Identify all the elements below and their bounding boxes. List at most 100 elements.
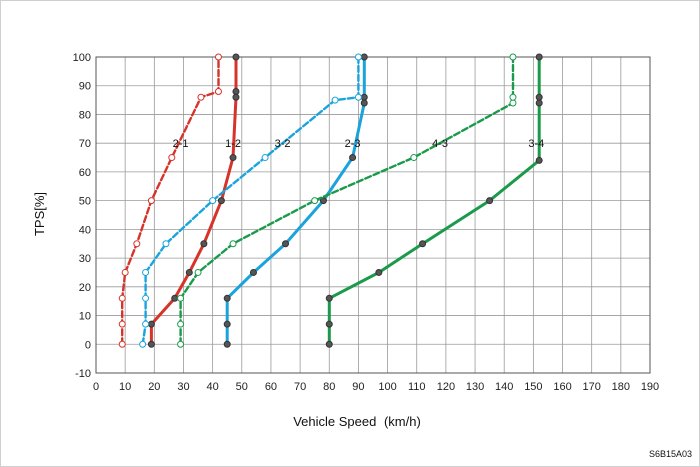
data-point [311,197,319,205]
data-point [249,268,257,276]
data-point [147,320,155,328]
y-tick-label: 100 [73,52,91,64]
data-point [535,99,543,107]
data-point [360,93,368,101]
data-point [509,53,517,61]
series-line [141,55,360,346]
data-point [118,320,126,328]
y-tick-label: 20 [79,282,91,294]
data-point [375,268,383,276]
y-tick-label: -10 [75,368,91,380]
data-point [121,268,129,276]
data-point [535,93,543,101]
data-point [229,154,237,162]
y-tick-label: 90 [79,81,91,93]
series-2-1-downshift [118,53,222,348]
series-label: 1-2 [225,138,241,150]
y-tick-label: 0 [85,339,91,351]
plot-border [95,56,651,374]
x-tick-label: 60 [265,381,277,393]
tick-labels: 0 10 20 30 40 50 60 70 80 90 100 110 120 130 140 150 160… [73,52,660,393]
series-1-2-upshift [147,53,240,348]
x-tick-label: 80 [323,381,335,393]
x-tick-label: 70 [294,381,306,393]
y-axis-title: TPS[%] [32,192,47,236]
data-point [354,93,362,101]
data-point [319,197,327,205]
data-point [229,240,237,248]
data-point [177,294,185,302]
y-tick-label: 10 [79,311,91,323]
x-tick-label: 180 [612,381,630,393]
x-tick-label: 160 [553,381,571,393]
series-label: 4-3 [432,138,448,150]
data-point [535,156,543,164]
y-tick-label: 50 [79,196,91,208]
series-4-3-downshift [177,53,517,348]
data-point [214,87,222,95]
data-point [232,53,240,61]
data-point [217,197,225,205]
data-point [232,87,240,95]
data-point [214,53,222,61]
data-point [142,294,150,302]
data-point [360,99,368,107]
data-point [419,240,427,248]
y-tick-label: 70 [79,138,91,150]
y-tick-label: 30 [79,253,91,265]
data-point [354,53,362,61]
data-point [133,240,141,248]
data-point [171,294,179,302]
series-label: 3-2 [275,138,291,150]
data-point [486,197,494,205]
data-point [410,154,418,162]
series-labels: 2-1 1-2 3-2 2-3 4-3 3-4 [173,138,545,150]
x-tick-label: 140 [495,381,513,393]
data-point [209,197,217,205]
data-point [325,340,333,348]
x-tick-label: 150 [524,381,542,393]
series-label: 2-1 [173,138,189,150]
data-point [325,294,333,302]
data-point [162,240,170,248]
data-point [185,268,193,276]
x-tick-label: 90 [352,381,364,393]
data-point [223,340,231,348]
data-point [535,53,543,61]
data-point [147,340,155,348]
data-point [261,154,269,162]
data-point [360,53,368,61]
y-tick-label: 60 [79,167,91,179]
series-line [120,55,220,346]
data-point [139,340,147,348]
x-axis-title: Vehicle Speed (km/h) [293,414,421,429]
data-point [168,154,176,162]
data-point [118,340,126,348]
x-tick-label: 50 [236,381,248,393]
data-point [194,268,202,276]
x-tick-label: 130 [466,381,484,393]
series-3-2-downshift [139,53,362,348]
data-point [325,320,333,328]
y-tick-label: 80 [79,109,91,121]
data-point [223,294,231,302]
series-layer [118,53,543,348]
data-point [282,240,290,248]
x-tick-label: 20 [148,381,160,393]
x-tick-label: 190 [641,381,659,393]
x-tick-label: 0 [93,381,99,393]
data-point [142,268,150,276]
x-tick-label: 170 [583,381,601,393]
data-point [509,99,517,107]
series-label: 3-4 [528,138,544,150]
x-axis-unit: (km/h) [384,414,421,429]
data-point [349,154,357,162]
x-axis-label: Vehicle Speed [293,414,376,429]
x-tick-label: 30 [177,381,189,393]
data-point [147,197,155,205]
data-point [142,320,150,328]
y-tick-label: 40 [79,224,91,236]
x-tick-label: 40 [207,381,219,393]
data-point [197,93,205,101]
